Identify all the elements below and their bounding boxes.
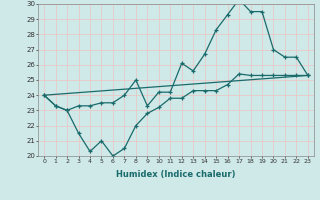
X-axis label: Humidex (Indice chaleur): Humidex (Indice chaleur) [116,170,236,179]
